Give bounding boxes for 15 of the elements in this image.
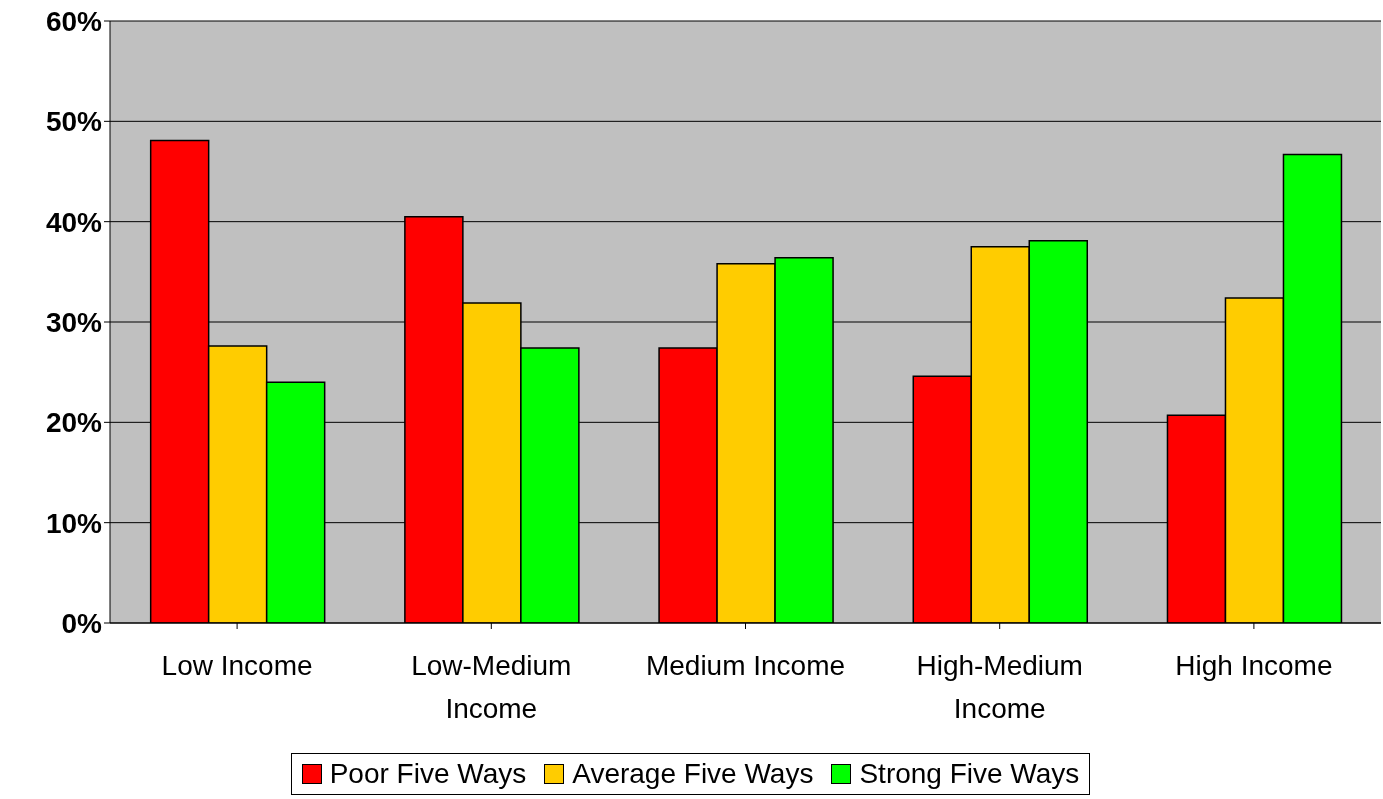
x-tick-label: Low-Medium Income [411,650,572,724]
x-tick-label: Low Income [161,650,313,681]
y-tick-label: 40% [45,206,103,238]
x-tick-label: High Income [1175,650,1333,681]
y-tick-label: 60% [45,5,103,37]
y-tick-label: 50% [45,106,103,138]
y-tick-label: 0% [61,607,103,639]
legend-label: Average Five Ways [572,758,814,790]
x-tick-label: High-Medium Income [916,650,1083,724]
x-tick-label: Medium Income [645,650,846,681]
y-tick-label: 20% [45,407,103,439]
legend-label: Poor Five Ways [329,758,527,790]
y-tick-label: 10% [45,507,103,539]
legend-label: Strong Five Ways [859,758,1080,790]
y-tick-label: 30% [45,306,103,338]
